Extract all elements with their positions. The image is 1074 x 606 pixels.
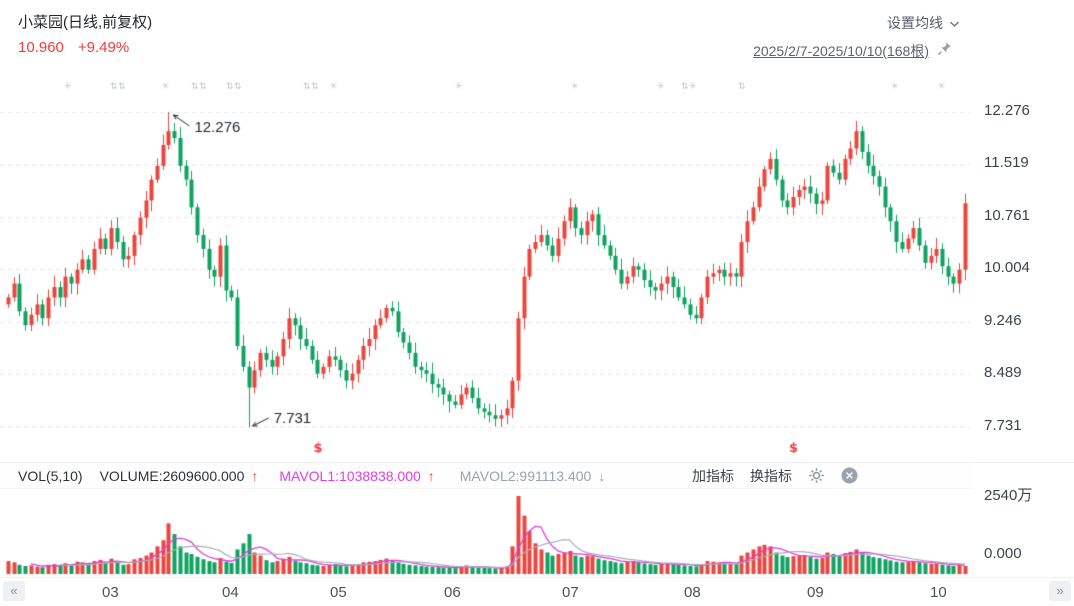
event-marker-icon[interactable]: ✳ [64,81,72,91]
event-marker-icon[interactable]: ⇅ [118,81,126,91]
event-marker-icon[interactable]: ⇅ [681,81,689,91]
chevron-down-icon [949,15,960,31]
divider [0,577,1074,578]
price-axis-label: 7.731 [984,417,1022,434]
volume-readouts: VOL(5,10) VOLUME:2609600.000 ↑ MAVOL1:10… [18,468,605,484]
price-line: 10.960 +9.49% [18,39,129,56]
event-marker-icon[interactable]: ⇅ [110,81,118,91]
x-axis-label: 10 [930,584,947,601]
volume-axis-max-label: 2540万 [984,487,1033,504]
scroll-left-button[interactable]: « [3,581,25,601]
stock-title: 小菜园(日线,前复权) [18,14,153,31]
x-axis-label: 09 [807,584,824,601]
divider [0,488,974,489]
mavol1-value: MAVOL1:1038838.000 [279,467,421,484]
volume-up-arrow-icon: ↑ [251,467,259,484]
price-change: +9.49% [77,39,130,56]
pin-icon[interactable] [937,41,952,61]
mavol1-up-arrow-icon: ↑ [427,467,435,484]
switch-indicator-button[interactable]: 换指标 [750,467,792,484]
date-range-wrap: 2025/2/7-2025/10/10(168根) [753,41,952,61]
x-axis-label: 03 [102,584,119,601]
event-marker-icon[interactable]: ⇅ [226,81,234,91]
vol-param-label[interactable]: VOL(5,10) [18,467,83,484]
event-marker-icon[interactable]: ⇅ [311,81,319,91]
gear-icon[interactable] [808,467,825,484]
event-marker-icon[interactable]: ⇅ [199,81,207,91]
x-axis-label: 07 [562,584,579,601]
date-range[interactable]: 2025/2/7-2025/10/10(168根) [753,43,929,59]
volume-axis-min-label: 0.000 [984,545,1022,562]
event-marker-icon[interactable]: ✳ [455,81,463,91]
price-axis-label: 8.489 [984,364,1022,382]
event-marker-icon[interactable]: ✳ [938,81,946,91]
event-marker-icon[interactable]: ⇅ [234,81,242,91]
ma-settings-label: 设置均线 [887,15,943,31]
event-marker-icon[interactable]: ✳ [571,81,579,91]
scroll-right-button[interactable]: » [1049,581,1071,601]
indicator-actions: 加指标 换指标 [692,463,858,488]
event-marker-icon[interactable]: ✳ [162,81,170,91]
event-marker-icon[interactable]: ⇅ [738,81,746,91]
event-marker-icon[interactable]: ✳ [689,81,697,91]
price-axis-label: 12.276 [984,102,1030,119]
x-axis-label: 05 [330,584,347,601]
close-icon[interactable] [841,467,858,484]
x-axis: « 03 04 05 06 07 08 09 10 » [0,577,1074,606]
add-indicator-button[interactable]: 加指标 [692,467,734,484]
price-axis-label: 9.246 [984,312,1022,329]
divider [0,462,1074,463]
price-axis-label: 11.519 [984,154,1029,172]
event-marker-icon[interactable]: ⇅ [191,81,199,91]
event-marker-icon[interactable]: ✳ [657,81,665,91]
event-marker-icon[interactable]: ✳ [330,81,338,91]
candlestick-chart[interactable] [0,70,970,458]
price-axis-label: 10.761 [984,207,1030,224]
volume-value: VOLUME:2609600.000 [99,467,245,484]
x-axis-label: 04 [222,584,239,601]
price-axis-label: 10.004 [984,259,1030,277]
last-price: 10.960 [18,39,64,56]
event-marker-icon[interactable]: ✳ [891,81,899,91]
ma-settings-button[interactable]: 设置均线 [887,13,960,33]
x-axis-label: 08 [684,584,701,601]
x-axis-label: 06 [444,584,461,601]
mavol2-value: MAVOL2:991113.400 [459,467,592,484]
event-marker-icon[interactable]: ⇅ [303,81,311,91]
mavol2-down-arrow-icon: ↓ [598,467,606,484]
volume-indicator-bar: VOL(5,10) VOLUME:2609600.000 ↑ MAVOL1:10… [0,463,974,488]
volume-chart[interactable] [0,489,970,576]
